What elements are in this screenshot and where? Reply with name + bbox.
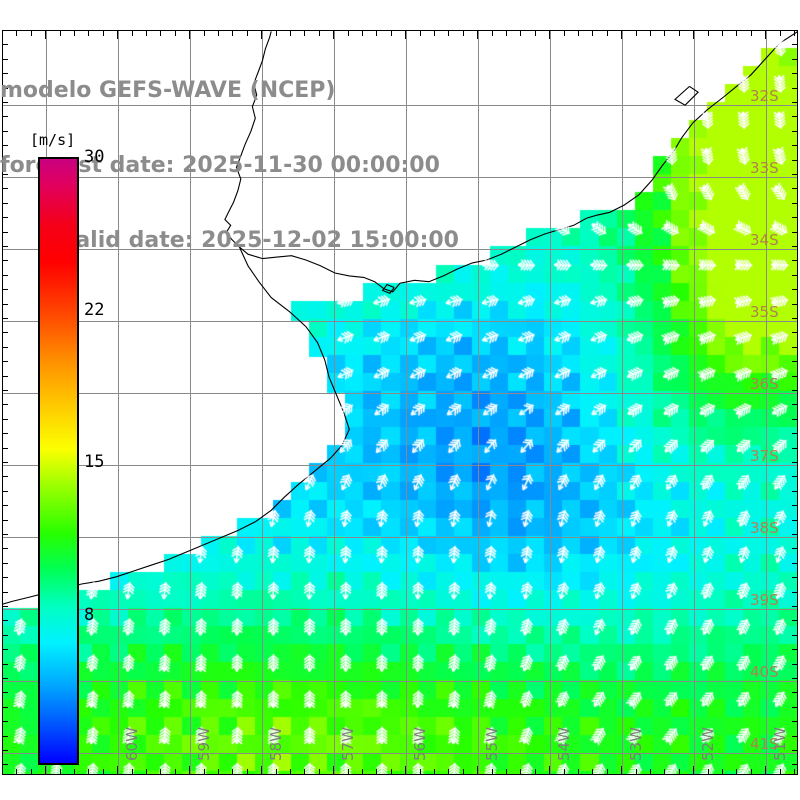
lat-label-41S: 41S [750,735,779,753]
title-block: modelo GEFS-WAVE (NCEP) forecast date: 2… [0,28,520,303]
lon-label-58W: 58W [267,727,285,761]
map-plot-area[interactable]: 61W60W59W58W57W56W55W54W53W52W51W 32S33S… [2,30,798,775]
lon-label-55W: 55W [483,727,501,761]
lon-label-53W: 53W [627,727,645,761]
lon-label-56W: 56W [411,727,429,761]
lon-label-57W: 57W [339,727,357,761]
lat-label-39S: 39S [750,591,779,609]
lat-label-32S: 32S [750,87,779,105]
lat-label-36S: 36S [750,375,779,393]
lat-label-40S: 40S [750,663,779,681]
colorbar[interactable] [38,157,79,765]
lat-label-38S: 38S [750,519,779,537]
lon-label-52W: 52W [699,727,717,761]
colorbar-gradient [38,157,79,765]
lon-label-60W: 60W [123,727,141,761]
colorbar-unit-label: [m/s] [30,131,76,149]
lat-label-35S: 35S [750,303,779,321]
lat-label-34S: 34S [750,231,779,249]
lat-label-33S: 33S [750,159,779,177]
lon-label-59W: 59W [195,727,213,761]
colorbar-tick-30: 30 [84,147,105,167]
model-title: modelo GEFS-WAVE (NCEP) [0,78,336,103]
wind-barb-layer [2,30,798,775]
colorbar-tick-22: 22 [84,300,105,320]
lon-label-54W: 54W [555,727,573,761]
lat-label-37S: 37S [750,447,779,465]
colorbar-tick-8: 8 [84,605,95,625]
colorbar-tick-15: 15 [84,452,105,472]
